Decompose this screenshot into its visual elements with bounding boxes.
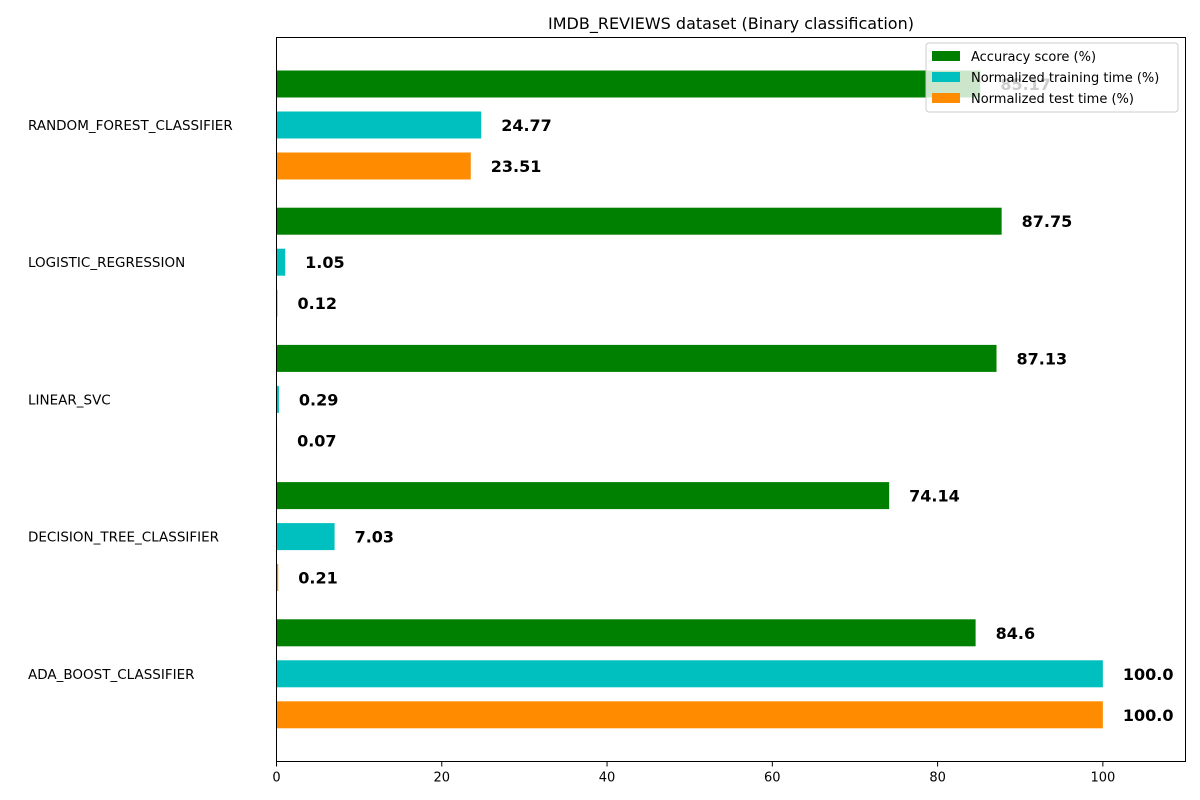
x-tick-label: 20 xyxy=(433,771,450,786)
bar xyxy=(276,111,482,139)
legend: Accuracy score (%) Normalized training ti… xyxy=(925,42,1179,113)
legend-swatch xyxy=(932,51,960,61)
bar xyxy=(276,660,1103,688)
x-axis-ticks: 0 20 40 60 80 100 xyxy=(272,761,1115,786)
bar xyxy=(276,482,890,510)
legend-box xyxy=(925,42,1179,113)
x-tick-label: 60 xyxy=(764,771,781,786)
bar xyxy=(276,248,286,276)
plot-area-frame xyxy=(276,37,1186,762)
category-label: RANDOM_FOREST_CLASSIFIER xyxy=(28,118,233,134)
value-label: 0.29 xyxy=(299,390,338,409)
legend-label: Normalized training time (%) xyxy=(971,71,1159,86)
value-label: 100.0 xyxy=(1123,665,1174,684)
bar xyxy=(276,344,997,372)
value-label: 7.03 xyxy=(355,528,394,547)
bar xyxy=(276,152,471,180)
bar xyxy=(276,70,981,98)
bar xyxy=(276,564,279,592)
bar xyxy=(276,619,976,647)
x-tick-label: 80 xyxy=(929,771,946,786)
value-label: 0.07 xyxy=(297,431,336,450)
value-label: 1.05 xyxy=(305,253,344,272)
value-label: 87.13 xyxy=(1017,349,1068,368)
value-label: 0.21 xyxy=(298,569,337,588)
bar xyxy=(276,207,1002,235)
bars-layer xyxy=(276,70,1103,729)
x-tick-label: 40 xyxy=(599,771,616,786)
bar xyxy=(276,523,335,551)
category-label: LINEAR_SVC xyxy=(28,392,111,408)
category-labels-layer: RANDOM_FOREST_CLASSIFIER LOGISTIC_REGRESS… xyxy=(28,118,233,683)
chart-title: IMDB_REVIEWS dataset (Binary classificat… xyxy=(548,14,914,34)
value-labels-layer: 85.1724.7723.5187.751.050.1287.130.290.0… xyxy=(297,75,1173,725)
category-label: LOGISTIC_REGRESSION xyxy=(28,255,185,271)
value-label: 87.75 xyxy=(1022,212,1073,231)
legend-swatch xyxy=(932,93,960,103)
value-label: 23.51 xyxy=(491,157,542,176)
value-label: 84.6 xyxy=(996,624,1035,643)
value-label: 74.14 xyxy=(909,487,960,506)
category-label: DECISION_TREE_CLASSIFIER xyxy=(28,530,219,546)
value-label: 100.0 xyxy=(1123,706,1174,725)
x-tick-label: 0 xyxy=(272,771,280,786)
bar xyxy=(276,701,1103,729)
legend-swatch xyxy=(932,72,960,82)
x-tick-label: 100 xyxy=(1090,771,1115,786)
value-label: 0.12 xyxy=(297,294,336,313)
value-label: 24.77 xyxy=(501,116,552,135)
bar xyxy=(276,385,279,413)
category-label: ADA_BOOST_CLASSIFIER xyxy=(28,667,195,683)
legend-label: Accuracy score (%) xyxy=(971,50,1096,65)
legend-label: Normalized test time (%) xyxy=(971,92,1134,107)
